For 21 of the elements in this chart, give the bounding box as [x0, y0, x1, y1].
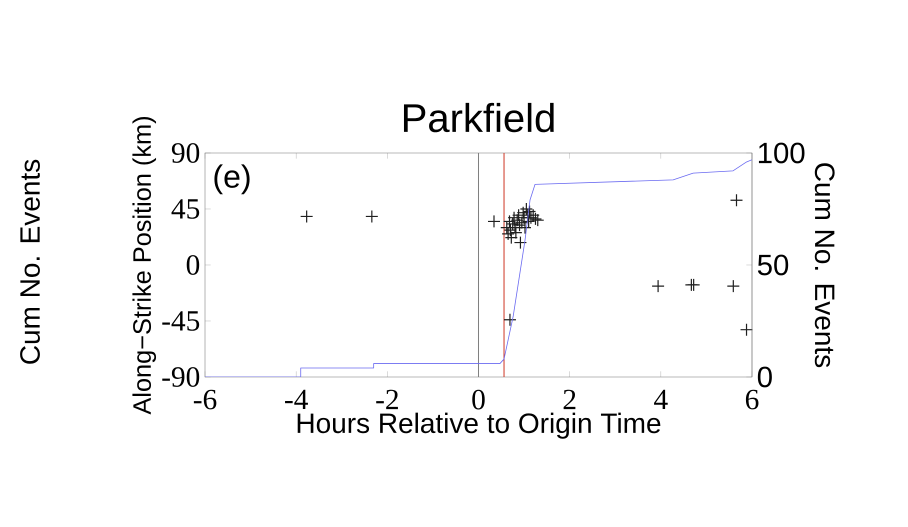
y2-tick-label: 0: [758, 366, 772, 388]
x-tick-label: 0: [472, 390, 485, 410]
chart-title: Parkfield: [404, 102, 554, 132]
y2-tick-label: 50: [758, 254, 788, 276]
y2-axis-title: Cum No. Events: [814, 163, 835, 368]
x-tick-label: -6: [194, 390, 216, 410]
x-tick-label: 4: [654, 390, 668, 410]
y-tick-label: -90: [162, 367, 200, 387]
y2-tick-label: 100: [758, 142, 804, 164]
text: Cum No. Events: [20, 160, 40, 364]
x-axis-title: Hours Relative to Origin Time: [298, 412, 660, 439]
y-tick-label: 45: [172, 199, 200, 219]
y-tick-label: -45: [162, 311, 200, 331]
y-axis-title: Along−Strike Position (km): [132, 117, 156, 415]
x-tick-label: -2: [376, 390, 398, 410]
y-tick-label: 90: [172, 143, 200, 163]
x-tick-label: -4: [285, 390, 308, 410]
x-tick-label: 2: [564, 390, 576, 410]
annotation: (e): [214, 164, 250, 194]
y-tick-label: 0: [186, 255, 200, 275]
x-tick-label: 6: [746, 390, 758, 410]
